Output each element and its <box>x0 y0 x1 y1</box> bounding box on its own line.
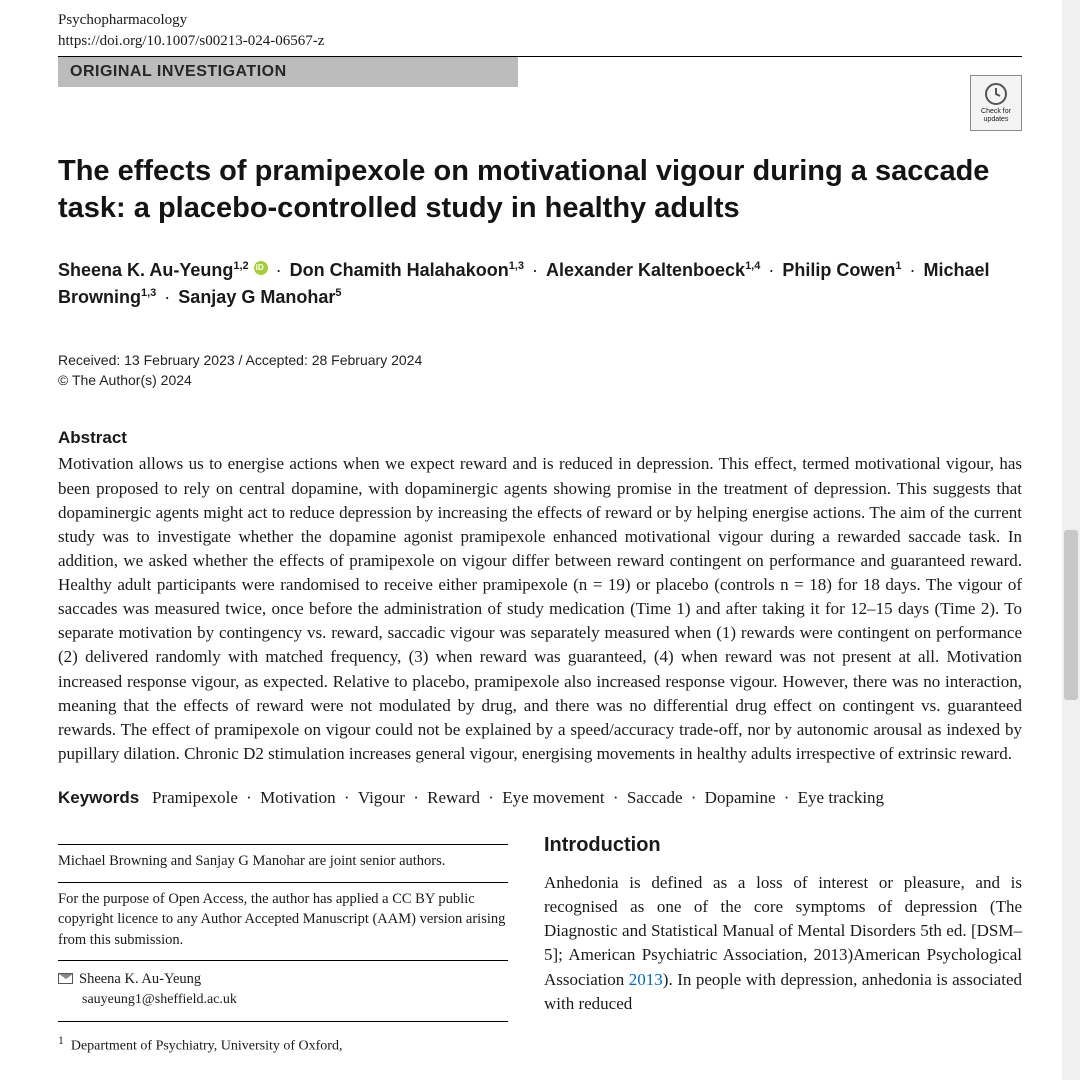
author-separator: · <box>156 287 178 307</box>
keyword: Saccade <box>627 788 683 807</box>
author-affil-sup: 1,3 <box>141 287 156 299</box>
affil-text: Department of Psychiatry, University of … <box>71 1038 343 1053</box>
orcid-icon[interactable] <box>254 261 268 275</box>
keyword: Eye movement <box>502 788 604 807</box>
keywords-label: Keywords <box>58 788 139 807</box>
author-separator: · <box>268 260 290 280</box>
envelope-icon <box>58 973 73 984</box>
affiliation-1: 1 Department of Psychiatry, University o… <box>58 1034 508 1055</box>
affil-number: 1 <box>58 1034 64 1047</box>
citation-link[interactable]: 2013 <box>629 970 663 989</box>
doi[interactable]: https://doi.org/10.1007/s00213-024-06567… <box>58 31 1022 52</box>
header-meta: Psychopharmacology https://doi.org/10.10… <box>58 0 1022 52</box>
author: Alexander Kaltenboeck <box>546 260 745 280</box>
abstract-text: Motivation allows us to energise actions… <box>58 452 1022 766</box>
received-accepted: Received: 13 February 2023 / Accepted: 2… <box>58 351 1022 371</box>
corr-email[interactable]: sauyeung1@sheffield.ac.uk <box>58 990 508 1010</box>
author: Sanjay G Manohar <box>178 287 335 307</box>
author-separator: · <box>524 260 546 280</box>
introduction-heading: Introduction <box>544 834 1022 857</box>
keyword: Eye tracking <box>798 788 884 807</box>
keyword: Motivation <box>260 788 336 807</box>
abstract-heading: Abstract <box>58 428 1022 448</box>
author: Sheena K. Au-Yeung <box>58 260 233 280</box>
author-affil-sup: 1 <box>895 260 901 272</box>
keyword-separator: · <box>683 788 705 807</box>
author-affil-sup: 1,3 <box>509 260 524 272</box>
keywords-line: Keywords Pramipexole · Motivation · Vigo… <box>58 788 1022 808</box>
footnote-rule-3 <box>58 960 508 961</box>
keyword: Pramipexole <box>152 788 238 807</box>
check-updates-badge[interactable]: Check for updates <box>970 75 1022 131</box>
keyword-separator: · <box>336 788 358 807</box>
author: Philip Cowen <box>782 260 895 280</box>
intro-column: Introduction Anhedonia is defined as a l… <box>544 834 1022 1054</box>
article-type-banner: ORIGINAL INVESTIGATION <box>58 57 518 87</box>
keyword: Dopamine <box>705 788 776 807</box>
check-updates-icon <box>984 82 1008 106</box>
copyright: © The Author(s) 2024 <box>58 371 1022 391</box>
keyword-separator: · <box>480 788 502 807</box>
author-list: Sheena K. Au-Yeung1,2 · Don Chamith Hala… <box>58 257 1022 311</box>
corr-name: Sheena K. Au-Yeung <box>79 971 201 987</box>
journal-name: Psychopharmacology <box>58 10 1022 31</box>
badge-text: Check for updates <box>971 108 1021 123</box>
author-separator: · <box>760 260 782 280</box>
footnote-column: Michael Browning and Sanjay G Manohar ar… <box>58 834 508 1054</box>
author-affil-sup: 5 <box>335 287 341 299</box>
keyword: Vigour <box>358 788 405 807</box>
keyword-separator: · <box>238 788 260 807</box>
article-dates: Received: 13 February 2023 / Accepted: 2… <box>58 351 1022 390</box>
two-column-region: Michael Browning and Sanjay G Manohar ar… <box>58 834 1022 1054</box>
author-separator: · <box>902 260 924 280</box>
author-affil-sup: 1,2 <box>233 260 248 272</box>
keyword-separator: · <box>776 788 798 807</box>
open-access-note: For the purpose of Open Access, the auth… <box>58 889 508 951</box>
author: Don Chamith Halahakoon <box>290 260 509 280</box>
corresponding-author: Sheena K. Au-Yeung sauyeung1@sheffield.a… <box>58 969 508 1010</box>
footnote-rule-1 <box>58 844 508 845</box>
keyword-separator: · <box>605 788 627 807</box>
author-affil-sup: 1,4 <box>745 260 760 272</box>
vertical-scrollbar[interactable] <box>1062 0 1080 1080</box>
introduction-text: Anhedonia is defined as a loss of intere… <box>544 871 1022 1016</box>
footnote-rule-2 <box>58 882 508 883</box>
banner-row: ORIGINAL INVESTIGATION Check for updates <box>58 57 1022 131</box>
footnote-rule-4 <box>58 1021 508 1022</box>
article-title: The effects of pramipexole on motivation… <box>58 153 1022 227</box>
joint-authors-note: Michael Browning and Sanjay G Manohar ar… <box>58 851 508 872</box>
keywords-values: Pramipexole · Motivation · Vigour · Rewa… <box>144 788 885 807</box>
keyword: Reward <box>427 788 480 807</box>
keyword-separator: · <box>405 788 427 807</box>
scrollbar-thumb[interactable] <box>1064 530 1078 700</box>
